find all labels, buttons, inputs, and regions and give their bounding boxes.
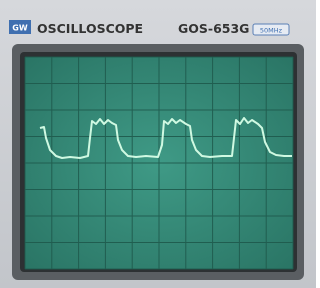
oscilloscope-photo: GW OSCILLOSCOPE GOS-653G 50MHz [0, 0, 316, 288]
logo: GW [12, 24, 28, 33]
badge: 50MHz [260, 27, 283, 35]
page: GW OSCILLOSCOPE GOS-653G 50MHz (() => { … [0, 0, 320, 288]
model: GOS-653G [178, 21, 249, 36]
title: OSCILLOSCOPE [37, 21, 143, 36]
